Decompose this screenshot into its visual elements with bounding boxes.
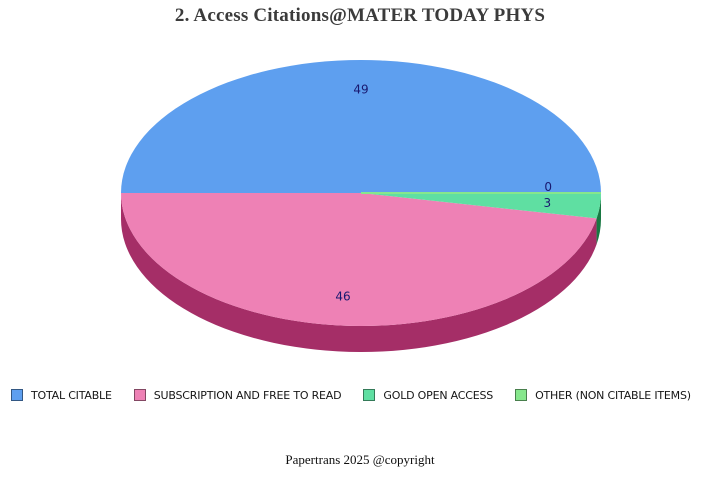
pie-value-label-other-non-citable-items: 0 <box>544 180 552 194</box>
pie-slices <box>121 60 601 327</box>
legend-color-swatch-icon <box>515 389 528 401</box>
legend-item-label: OTHER (NON CITABLE ITEMS) <box>535 388 691 402</box>
legend-item-label: SUBSCRIPTION AND FREE TO READ <box>153 388 342 402</box>
legend-item-gold-open-access[interactable]: GOLD OPEN ACCESS <box>363 389 493 402</box>
chart-legend: TOTAL CITABLE SUBSCRIPTION AND FREE TO R… <box>11 386 720 404</box>
pie-slice-gold-open-access[interactable] <box>361 193 601 219</box>
legend-item-other-non-citable-items[interactable]: OTHER (NON CITABLE ITEMS) <box>515 389 691 402</box>
legend-item-label: GOLD OPEN ACCESS <box>383 388 494 402</box>
legend-item-subscription-and-free-to-read[interactable]: SUBSCRIPTION AND FREE TO READ <box>133 388 342 402</box>
pie-slice-side-gold-open-access <box>596 193 601 245</box>
pie-3d-rim <box>121 193 601 353</box>
legend-item-label: TOTAL CITABLE <box>31 388 112 402</box>
pie-slice-subscription-and-free-to-read[interactable] <box>121 193 597 327</box>
chart-title: 2. Access Citations@MATER TODAY PHYS <box>174 5 546 26</box>
copyright-text: Papertrans 2025 @copyright <box>285 452 435 467</box>
legend-color-swatch-icon <box>363 389 376 401</box>
pie-value-label-total-citable: 49 <box>353 82 368 96</box>
pie-value-label-subscription-and-free-to-read: 46 <box>335 289 350 303</box>
legend-color-swatch-icon <box>11 389 23 401</box>
pie-value-labels: 49 46 3 0 <box>335 82 552 303</box>
pie-value-label-gold-open-access: 3 <box>543 196 551 210</box>
legend-color-swatch-icon <box>133 389 146 401</box>
pie-slice-total-citable[interactable] <box>121 60 601 193</box>
legend-item-total-citable[interactable]: TOTAL CITABLE <box>11 389 112 402</box>
pie-slice-side-subscription-and-free-to-read <box>121 193 597 353</box>
